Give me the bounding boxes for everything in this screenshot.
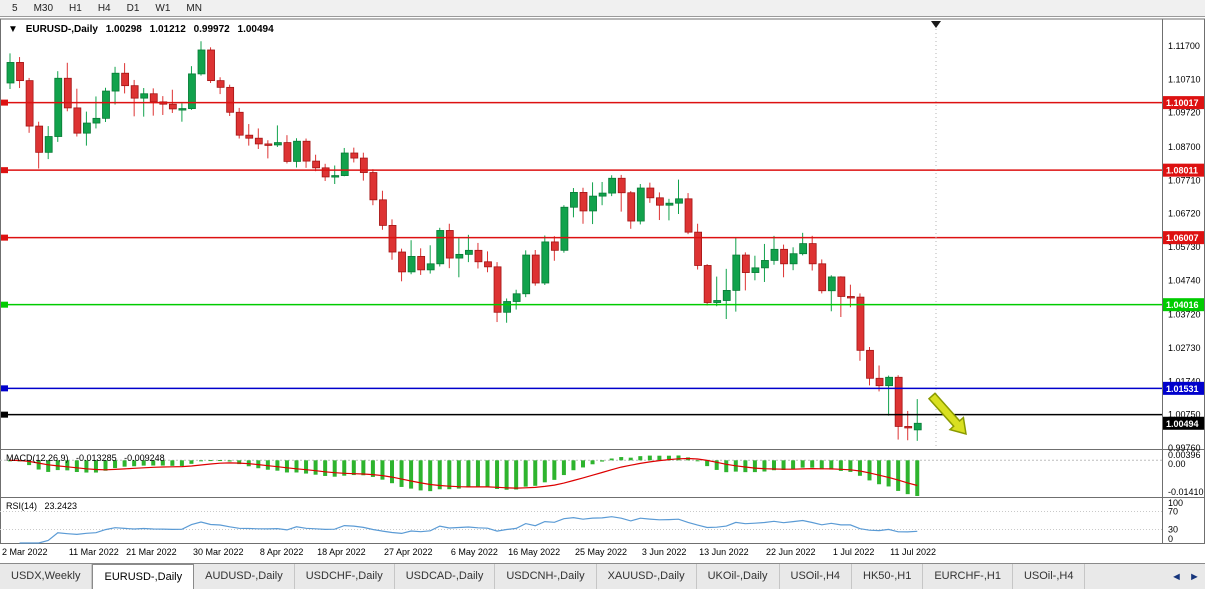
svg-text:1.05730: 1.05730 <box>1168 242 1201 252</box>
symbol-tab-usdx-weekly[interactable]: USDX,Weekly <box>0 564 93 589</box>
timeframe-button-m30[interactable]: M30 <box>33 2 54 14</box>
svg-text:1.06007: 1.06007 <box>1166 233 1199 243</box>
tab-scroll-left-icon[interactable]: ◄ <box>1171 570 1182 583</box>
svg-text:2 Mar 2022: 2 Mar 2022 <box>2 547 48 557</box>
svg-text:3 Jun 2022: 3 Jun 2022 <box>642 547 687 557</box>
svg-text:11 Jul 2022: 11 Jul 2022 <box>890 547 936 557</box>
svg-text:11 Mar 2022: 11 Mar 2022 <box>69 547 119 557</box>
symbol-tab-usdcnh-daily[interactable]: USDCNH-,Daily <box>495 564 597 589</box>
svg-text:0.00: 0.00 <box>1168 459 1186 469</box>
svg-text:30: 30 <box>1168 525 1178 535</box>
svg-text:70: 70 <box>1168 507 1178 517</box>
symbol-tab-eurusd-daily[interactable]: EURUSD-,Daily <box>92 564 195 589</box>
svg-text:1.10710: 1.10710 <box>1168 74 1201 84</box>
timeframe-button-h4[interactable]: H4 <box>97 2 111 14</box>
symbol-tab-audusd-daily[interactable]: AUDUSD-,Daily <box>194 564 295 589</box>
symbol-tab-usoil-h4[interactable]: USOil-,H4 <box>780 564 853 589</box>
svg-text:1.02730: 1.02730 <box>1168 343 1201 353</box>
svg-text:30 Mar 2022: 30 Mar 2022 <box>193 547 244 557</box>
symbol-tab-usdchf-daily[interactable]: USDCHF-,Daily <box>295 564 395 589</box>
timeframe-button-d1[interactable]: D1 <box>126 2 140 14</box>
svg-text:1.00494: 1.00494 <box>1166 419 1199 429</box>
svg-text:13 Jun 2022: 13 Jun 2022 <box>699 547 749 557</box>
svg-text:1.08700: 1.08700 <box>1168 142 1201 152</box>
svg-text:6 May 2022: 6 May 2022 <box>451 547 498 557</box>
symbol-tabbar: USDX,Weekly EURUSD-,Daily AUDUSD-,Daily … <box>0 563 1205 589</box>
svg-text:22 Jun 2022: 22 Jun 2022 <box>766 547 816 557</box>
chart-area[interactable]: 1.11700 1.10710 1.09720 1.08700 1.07710 1.067… <box>0 17 1205 563</box>
timeframe-toolbar: 5 M30 H1 H4 D1 W1 MN <box>0 0 1205 17</box>
symbol-tab-usdcad-daily[interactable]: USDCAD-,Daily <box>395 564 496 589</box>
svg-text:1.04016: 1.04016 <box>1166 300 1199 310</box>
tab-scroll-buttons: ◄ ► <box>1168 567 1203 586</box>
svg-text:27 Apr 2022: 27 Apr 2022 <box>384 547 433 557</box>
svg-text:8 Apr 2022: 8 Apr 2022 <box>260 547 304 557</box>
svg-text:1.03720: 1.03720 <box>1168 310 1201 320</box>
symbol-tab-usoil-h4-2[interactable]: USOil-,H4 <box>1013 564 1086 589</box>
timeframe-button-mn[interactable]: MN <box>186 2 202 14</box>
svg-text:25 May 2022: 25 May 2022 <box>575 547 627 557</box>
svg-text:21 Mar 2022: 21 Mar 2022 <box>126 547 177 557</box>
symbol-tab-ukoil-daily[interactable]: UKOil-,Daily <box>697 564 780 589</box>
svg-text:1.07710: 1.07710 <box>1168 175 1201 185</box>
svg-text:0: 0 <box>1168 534 1173 544</box>
svg-text:0.99760: 0.99760 <box>1168 443 1201 453</box>
svg-text:1.04740: 1.04740 <box>1168 275 1201 285</box>
timeframe-button-w1[interactable]: W1 <box>155 2 171 14</box>
tab-scroll-right-icon[interactable]: ► <box>1189 570 1200 583</box>
svg-text:1 Jul 2022: 1 Jul 2022 <box>833 547 875 557</box>
svg-text:1.10017: 1.10017 <box>1166 98 1199 108</box>
svg-text:100: 100 <box>1168 498 1183 508</box>
svg-text:1.08011: 1.08011 <box>1166 166 1198 176</box>
svg-text:-0.01410: -0.01410 <box>1168 487 1204 497</box>
svg-text:1.09720: 1.09720 <box>1168 108 1201 118</box>
svg-text:1.01740: 1.01740 <box>1168 376 1201 386</box>
timeframe-button-h1[interactable]: H1 <box>69 2 82 14</box>
svg-text:0.00396: 0.00396 <box>1168 450 1201 460</box>
svg-text:1.01531: 1.01531 <box>1166 384 1199 394</box>
symbol-tab-xauusd-daily[interactable]: XAUUSD-,Daily <box>597 564 697 589</box>
timeframe-button-m5[interactable]: 5 <box>12 2 18 14</box>
svg-text:16 May 2022: 16 May 2022 <box>508 547 560 557</box>
svg-text:18 Apr 2022: 18 Apr 2022 <box>317 547 366 557</box>
svg-text:1.11700: 1.11700 <box>1168 41 1200 51</box>
chart-canvas[interactable]: 1.11700 1.10710 1.09720 1.08700 1.07710 1.067… <box>0 17 1205 563</box>
svg-text:1.00750: 1.00750 <box>1168 410 1201 420</box>
svg-text:1.06720: 1.06720 <box>1168 209 1201 219</box>
symbol-tab-hk50-h1[interactable]: HK50-,H1 <box>852 564 924 589</box>
symbol-tab-eurchf-h1[interactable]: EURCHF-,H1 <box>923 564 1013 589</box>
